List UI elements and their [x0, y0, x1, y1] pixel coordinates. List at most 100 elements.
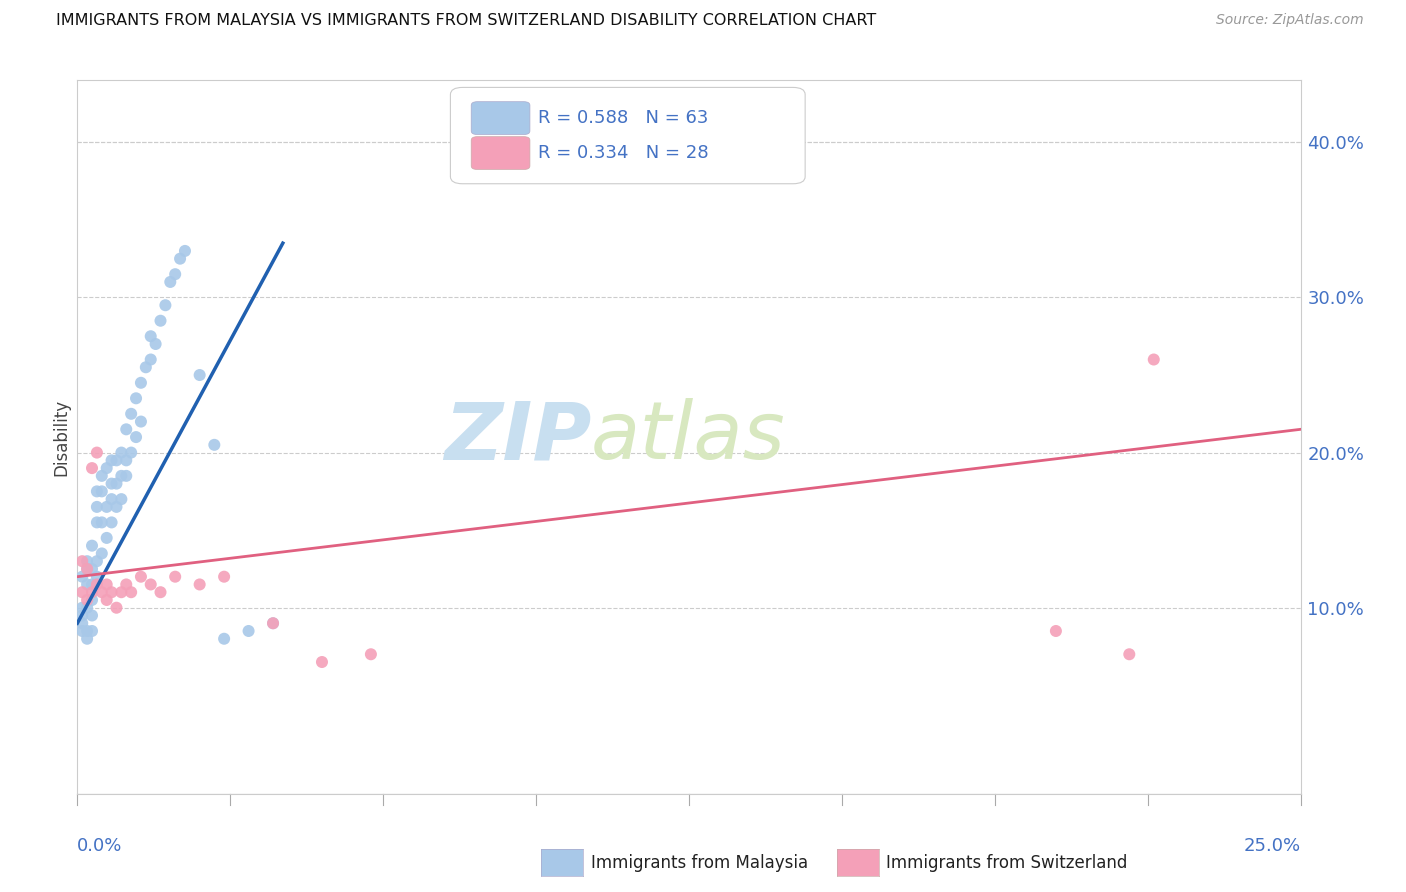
Point: [100, 453, 122, 467]
Point: [76, 562, 98, 576]
Text: R = 0.588   N = 63: R = 0.588 N = 63: [538, 109, 709, 127]
Point: [90, 516, 112, 530]
Point: [70, 616, 93, 631]
Point: [165, 267, 187, 281]
FancyBboxPatch shape: [450, 87, 806, 184]
Point: [139, 577, 162, 591]
Point: [155, 298, 177, 312]
Point: [105, 476, 128, 491]
Point: [110, 492, 132, 507]
Y-axis label: Disability: Disability: [52, 399, 70, 475]
Point: [80, 608, 103, 623]
Point: [110, 468, 132, 483]
Text: Source: ZipAtlas.com: Source: ZipAtlas.com: [1216, 13, 1364, 28]
Point: [360, 647, 382, 661]
Point: [80, 539, 103, 553]
Point: [96, 531, 118, 545]
Point: [70, 624, 93, 638]
Point: [100, 585, 122, 599]
Point: [80, 585, 103, 599]
Point: [96, 593, 118, 607]
Point: [100, 476, 122, 491]
Text: 0.0%: 0.0%: [77, 837, 122, 855]
Point: [86, 484, 108, 499]
Text: 25.0%: 25.0%: [1243, 837, 1301, 855]
Point: [70, 554, 93, 568]
Point: [149, 585, 172, 599]
Point: [105, 453, 128, 467]
Text: Immigrants from Malaysia: Immigrants from Malaysia: [591, 854, 807, 871]
Point: [86, 516, 108, 530]
Text: ZIP: ZIP: [444, 398, 591, 476]
Point: [70, 600, 93, 615]
Point: [76, 562, 98, 576]
Point: [1143, 352, 1166, 367]
Point: [115, 453, 138, 467]
Point: [76, 632, 98, 646]
Point: [76, 554, 98, 568]
Point: [188, 368, 211, 382]
Point: [1045, 624, 1067, 638]
Point: [76, 624, 98, 638]
Point: [100, 492, 122, 507]
Point: [311, 655, 333, 669]
Text: IMMIGRANTS FROM MALAYSIA VS IMMIGRANTS FROM SWITZERLAND DISABILITY CORRELATION C: IMMIGRANTS FROM MALAYSIA VS IMMIGRANTS F…: [56, 13, 876, 29]
Text: atlas: atlas: [591, 398, 786, 476]
Point: [1118, 647, 1140, 661]
FancyBboxPatch shape: [471, 136, 530, 169]
Point: [110, 585, 132, 599]
Point: [212, 570, 235, 584]
Point: [115, 468, 138, 483]
Point: [169, 252, 191, 266]
Point: [80, 624, 103, 638]
Point: [188, 577, 211, 591]
Point: [90, 468, 112, 483]
Point: [96, 461, 118, 475]
Point: [80, 577, 103, 591]
Point: [96, 500, 118, 514]
Point: [80, 593, 103, 607]
Point: [165, 570, 187, 584]
Point: [105, 600, 128, 615]
Point: [125, 430, 148, 444]
Point: [129, 376, 152, 390]
Text: Immigrants from Switzerland: Immigrants from Switzerland: [886, 854, 1128, 871]
Point: [90, 546, 112, 560]
Point: [120, 445, 142, 459]
Point: [125, 392, 148, 406]
Point: [86, 554, 108, 568]
Point: [105, 500, 128, 514]
Point: [80, 461, 103, 475]
Point: [145, 337, 167, 351]
Point: [86, 570, 108, 584]
Point: [90, 484, 112, 499]
Point: [262, 616, 284, 631]
Text: R = 0.334   N = 28: R = 0.334 N = 28: [538, 145, 709, 162]
Point: [174, 244, 197, 258]
Point: [100, 516, 122, 530]
Point: [76, 577, 98, 591]
Point: [120, 585, 142, 599]
Point: [76, 600, 98, 615]
Point: [110, 445, 132, 459]
Point: [86, 500, 108, 514]
Point: [76, 593, 98, 607]
Point: [159, 275, 181, 289]
Point: [202, 438, 225, 452]
Point: [129, 570, 152, 584]
Point: [86, 577, 108, 591]
Point: [80, 562, 103, 576]
Point: [262, 616, 284, 631]
Point: [96, 577, 118, 591]
Point: [90, 585, 112, 599]
Point: [139, 329, 162, 343]
Point: [120, 407, 142, 421]
Point: [115, 422, 138, 436]
Point: [70, 585, 93, 599]
Point: [86, 445, 108, 459]
Point: [115, 577, 138, 591]
Point: [139, 352, 162, 367]
Point: [135, 360, 157, 375]
FancyBboxPatch shape: [471, 102, 530, 135]
Point: [212, 632, 235, 646]
